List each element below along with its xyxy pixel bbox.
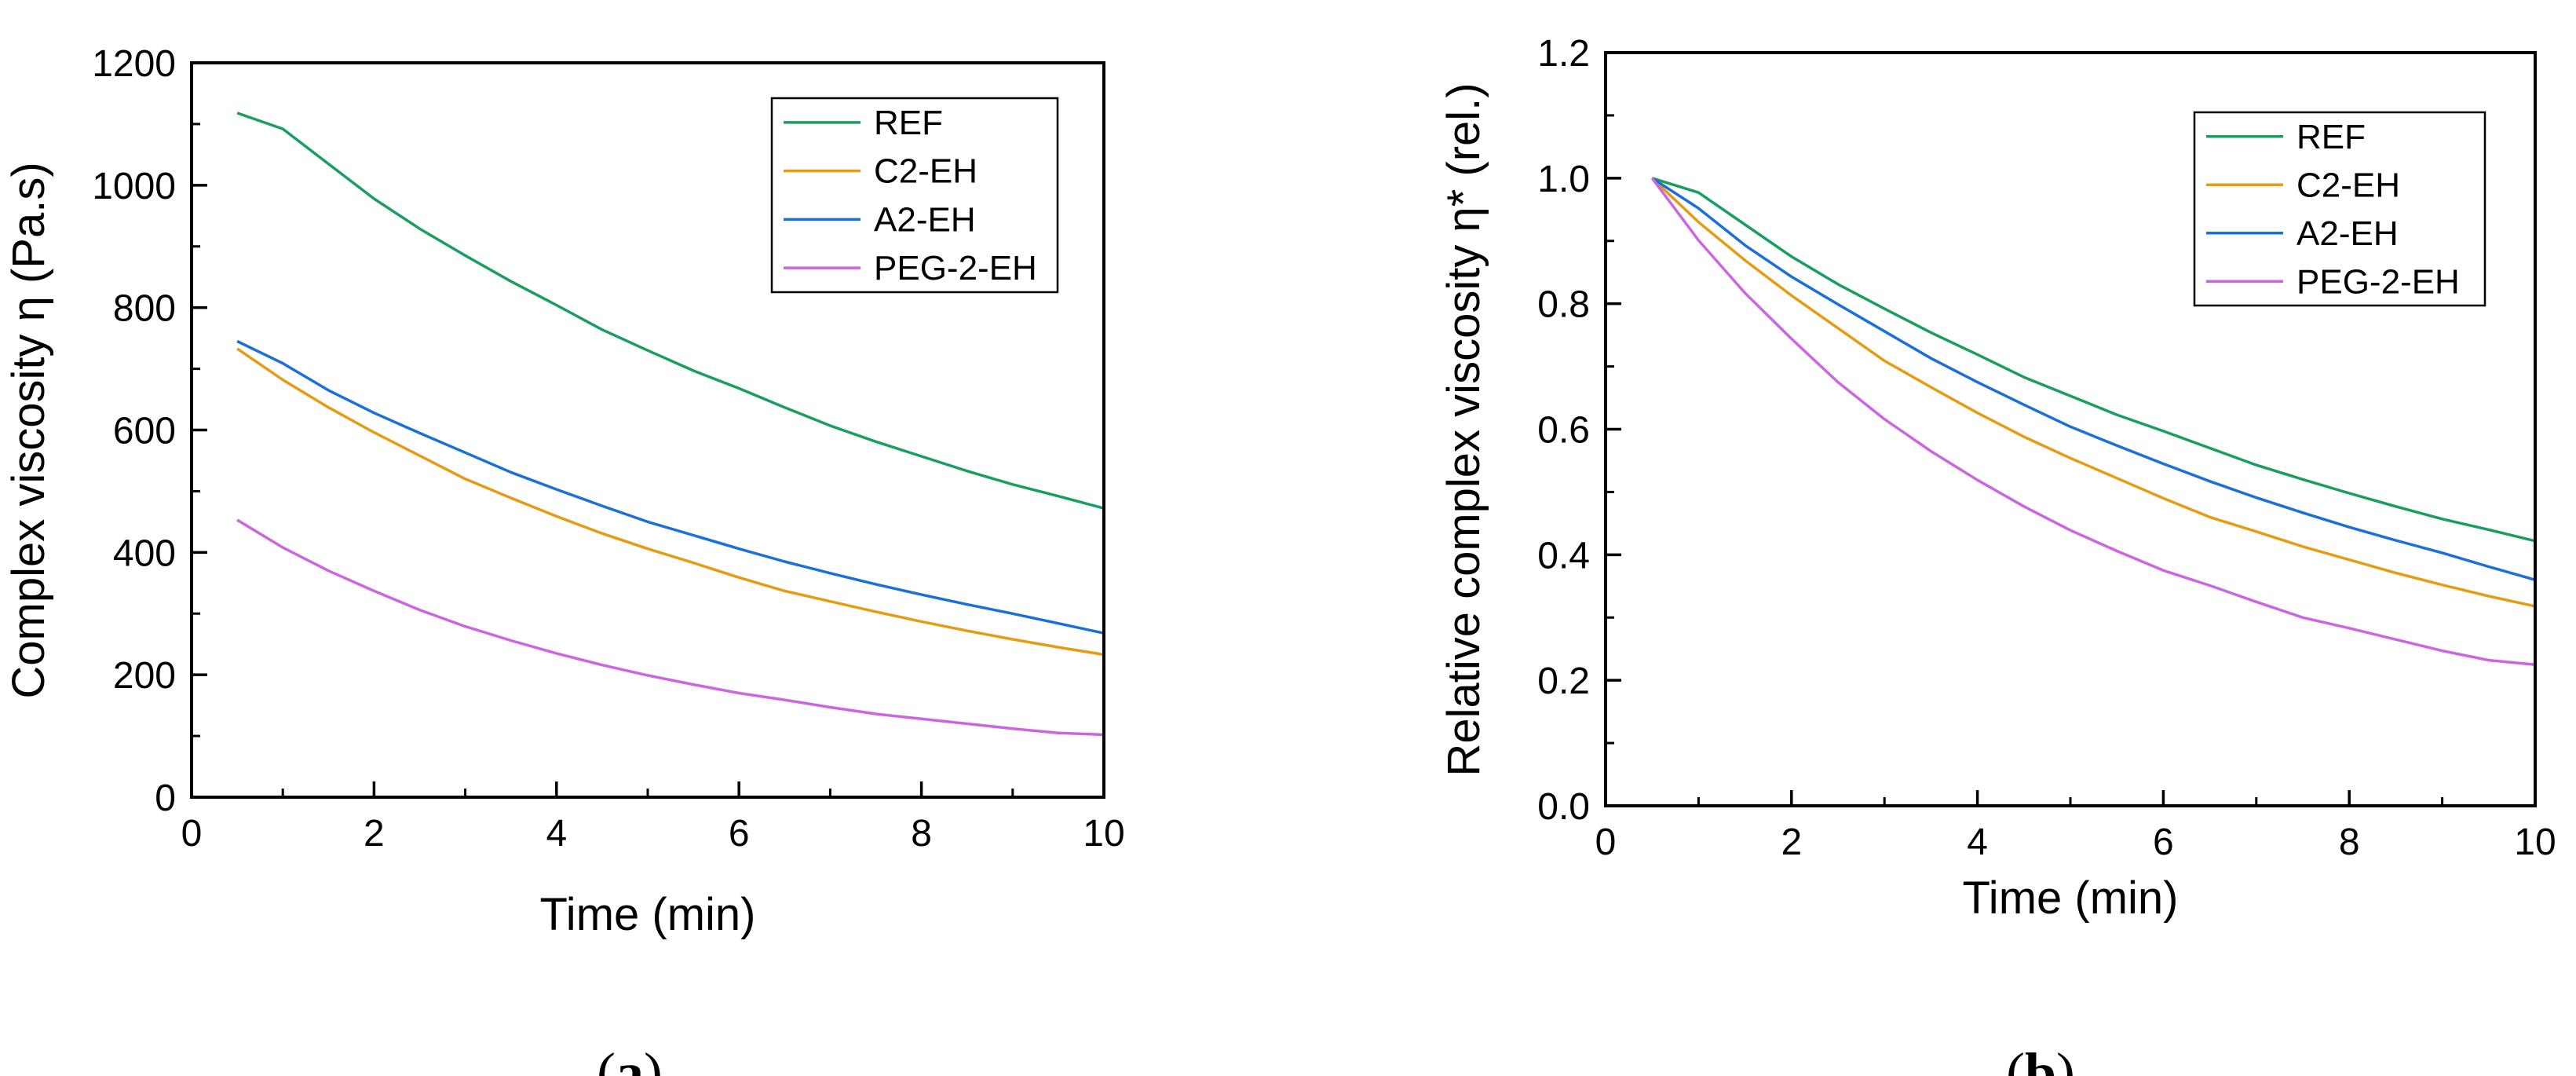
series-line-a2-eh xyxy=(236,339,1105,635)
y-tick-label: 800 xyxy=(113,288,176,330)
legend-label-peg-2-eh: PEG-2-EH xyxy=(2296,262,2460,301)
panel-label-b: (b) xyxy=(2006,1041,2075,1076)
series-line-c2-eh xyxy=(236,347,1105,657)
series-line-c2-eh xyxy=(1650,177,2536,608)
legend-label-peg-2-eh: PEG-2-EH xyxy=(874,249,1037,287)
x-tick-label: 10 xyxy=(1083,813,1124,855)
y-tick-label: 0 xyxy=(155,778,176,819)
x-tick-label: 2 xyxy=(364,813,385,855)
series-line-peg-2-eh xyxy=(236,518,1105,737)
plot-area-b xyxy=(1650,177,2536,666)
y-tick-label: 0.4 xyxy=(1537,535,1590,576)
legend-label-a2-eh: A2-EH xyxy=(2296,214,2399,253)
x-tick-label: 6 xyxy=(2153,822,2174,863)
ticks-b: 0 2 4 6 8 10 0.0 0.2 0.4 0.6 0.8 1.0 1.2 xyxy=(1537,33,2556,863)
legend-box-b xyxy=(2193,111,2486,307)
y-tick-label: 0.2 xyxy=(1537,661,1590,702)
y-axis-label-a: Complex viscosity η (Pa.s) xyxy=(3,162,54,698)
series-line-peg-2-eh xyxy=(1650,177,2536,666)
x-tick-label: 6 xyxy=(729,813,750,855)
panel-letter-a: a xyxy=(616,1041,644,1076)
legend-label-ref: REF xyxy=(2296,118,2366,156)
legend-b: REF C2-EH A2-EH PEG-2-EH xyxy=(2193,111,2486,307)
x-tick-label: 0 xyxy=(1595,822,1617,863)
y-tick-label: 600 xyxy=(113,411,176,452)
y-tick-label: 400 xyxy=(113,533,176,574)
legend-box-a xyxy=(770,97,1059,294)
legend-label-ref: REF xyxy=(874,104,943,142)
series-line-a2-eh xyxy=(1651,177,2536,581)
y-tick-label: 1000 xyxy=(92,166,176,207)
x-tick-label: 4 xyxy=(1967,822,1988,863)
legend-label-c2-eh: C2-EH xyxy=(2296,166,2400,204)
series-line-ref xyxy=(1651,177,2536,543)
x-tick-label: 8 xyxy=(2339,822,2360,863)
x-tick-label: 10 xyxy=(2514,822,2556,863)
y-tick-label: 1200 xyxy=(92,43,176,85)
series-line-ref xyxy=(236,112,1105,510)
panel-label-a: (a) xyxy=(597,1041,663,1076)
panel-letter-b: b xyxy=(2025,1041,2056,1076)
x-tick-label: 2 xyxy=(1781,822,1802,863)
y-tick-label: 1.0 xyxy=(1537,159,1590,200)
y-tick-label: 1.2 xyxy=(1537,33,1590,75)
x-axis-label-b: Time (min) xyxy=(1963,873,2179,924)
y-axis-label-b: Relative complex viscosity η* (rel.) xyxy=(1438,82,1489,776)
y-tick-label: 0.8 xyxy=(1537,284,1590,326)
y-tick-label: 200 xyxy=(113,655,176,697)
chart-panel-b: 0 2 4 6 8 10 0.0 0.2 0.4 0.6 0.8 1.0 1.2 REF C2-EH A2-… xyxy=(1438,33,2556,1076)
y-tick-label: 0.0 xyxy=(1537,786,1590,828)
x-tick-label: 4 xyxy=(546,813,567,855)
y-tick-label: 0.6 xyxy=(1537,410,1590,452)
chart-panel-a: 0 2 4 6 8 10 0 200 400 600 800 1000 1200 REF C2-EH A2-… xyxy=(3,43,1125,1076)
x-axis-label-a: Time (min) xyxy=(540,889,756,940)
legend-label-c2-eh: C2-EH xyxy=(874,152,977,191)
legend-label-a2-eh: A2-EH xyxy=(874,200,976,239)
x-tick-label: 0 xyxy=(181,813,203,855)
x-tick-label: 8 xyxy=(911,813,932,855)
legend-a: REF C2-EH A2-EH PEG-2-EH xyxy=(770,97,1059,294)
ticks-a: 0 2 4 6 8 10 0 200 400 600 800 1000 1200 xyxy=(92,43,1124,855)
plot-area-a xyxy=(236,112,1105,737)
